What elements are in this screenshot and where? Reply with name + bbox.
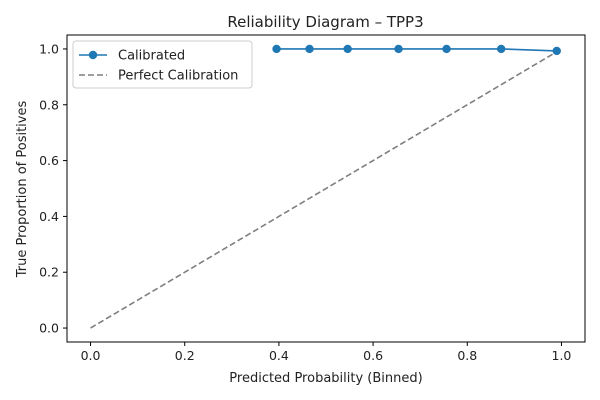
- legend-calibrated-label: Calibrated: [118, 49, 185, 64]
- y-tick-label: 0.4: [39, 209, 59, 224]
- x-tick-label: 1.0: [552, 348, 572, 363]
- legend-calibrated-marker: [88, 50, 98, 60]
- x-tick-label: 0.2: [175, 348, 195, 363]
- chart-title: Reliability Diagram – TPP3: [227, 13, 423, 31]
- calibrated-point: [442, 44, 451, 54]
- series-line-calibrated: [276, 48, 557, 52]
- y-tick-label: 0.8: [39, 97, 59, 112]
- legend: Calibrated Perfect Calibration: [72, 40, 253, 89]
- x-tick-label: 0.8: [457, 348, 477, 363]
- calibrated-point: [496, 44, 506, 54]
- x-axis: 0.0 0.2 0.4 0.6 0.8 1.0: [81, 342, 572, 363]
- y-tick-label: 1.0: [39, 41, 59, 56]
- legend-box: [72, 40, 253, 89]
- calibrated-point: [343, 44, 352, 54]
- plot-frame: [66, 34, 586, 343]
- legend-perfect-label: Perfect Calibration: [118, 69, 238, 84]
- series-line-perfect-calibration: [90, 48, 562, 329]
- x-tick-label: 0.6: [363, 348, 383, 363]
- plot-area: [90, 44, 562, 329]
- y-tick-label: 0.2: [39, 265, 59, 280]
- x-tick-label: 0.4: [269, 348, 289, 363]
- calibrated-point: [272, 44, 281, 54]
- y-axis: 0.0 0.2 0.4 0.6 0.8 1.0: [39, 41, 67, 336]
- y-axis-label: True Proportion of Positives: [15, 101, 30, 279]
- calibrated-point: [552, 46, 561, 56]
- x-axis-label: Predicted Probability (Binned): [229, 371, 422, 386]
- calibrated-point: [394, 44, 403, 54]
- y-tick-label: 0.0: [39, 321, 59, 336]
- x-tick-label: 0.0: [81, 348, 101, 363]
- calibrated-point: [305, 44, 314, 54]
- y-tick-label: 0.6: [39, 153, 59, 168]
